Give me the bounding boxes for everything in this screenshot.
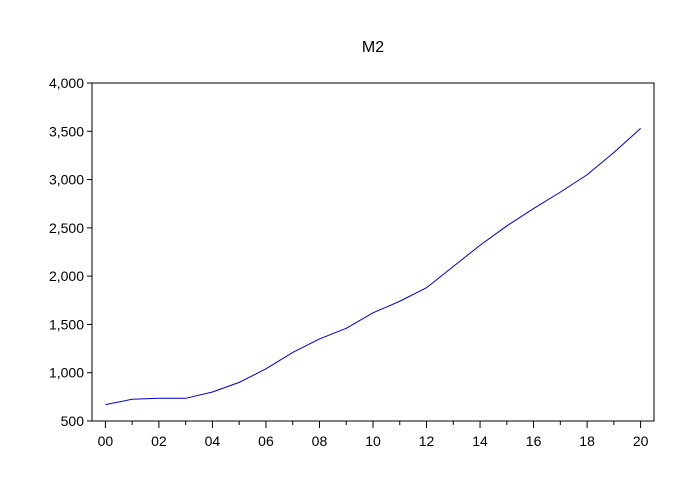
chart-title: M2 <box>362 39 384 56</box>
y-tick-label: 2,500 <box>49 220 84 236</box>
x-tick-label: 08 <box>312 433 328 449</box>
x-tick-label: 00 <box>98 433 114 449</box>
x-tick-label: 12 <box>419 433 435 449</box>
y-tick-label: 1,000 <box>49 365 84 381</box>
x-tick-label: 18 <box>579 433 595 449</box>
x-tick-label: 10 <box>365 433 381 449</box>
y-tick-label: 3,000 <box>49 172 84 188</box>
x-tick-label: 06 <box>258 433 274 449</box>
x-tick-label: 20 <box>633 433 649 449</box>
x-tick-label: 04 <box>205 433 221 449</box>
x-tick-label: 02 <box>151 433 167 449</box>
series-line-0 <box>105 128 641 406</box>
y-tick-label: 4,000 <box>49 75 84 91</box>
x-tick-label: 14 <box>472 433 488 449</box>
y-tick-label: 1,500 <box>49 316 84 332</box>
series-layer <box>105 128 641 406</box>
y-axis: 500 1,000 1,500 2,000 2,500 3,000 3,500 4,000 <box>49 75 92 429</box>
x-axis: 00 02 04 06 08 10 12 14 16 18 20 <box>98 421 649 449</box>
y-tick-label: 2,000 <box>49 268 84 284</box>
y-tick-label: 3,500 <box>49 123 84 139</box>
x-tick-label: 16 <box>526 433 542 449</box>
y-tick-label: 500 <box>61 413 85 429</box>
plot-frame <box>91 82 655 422</box>
